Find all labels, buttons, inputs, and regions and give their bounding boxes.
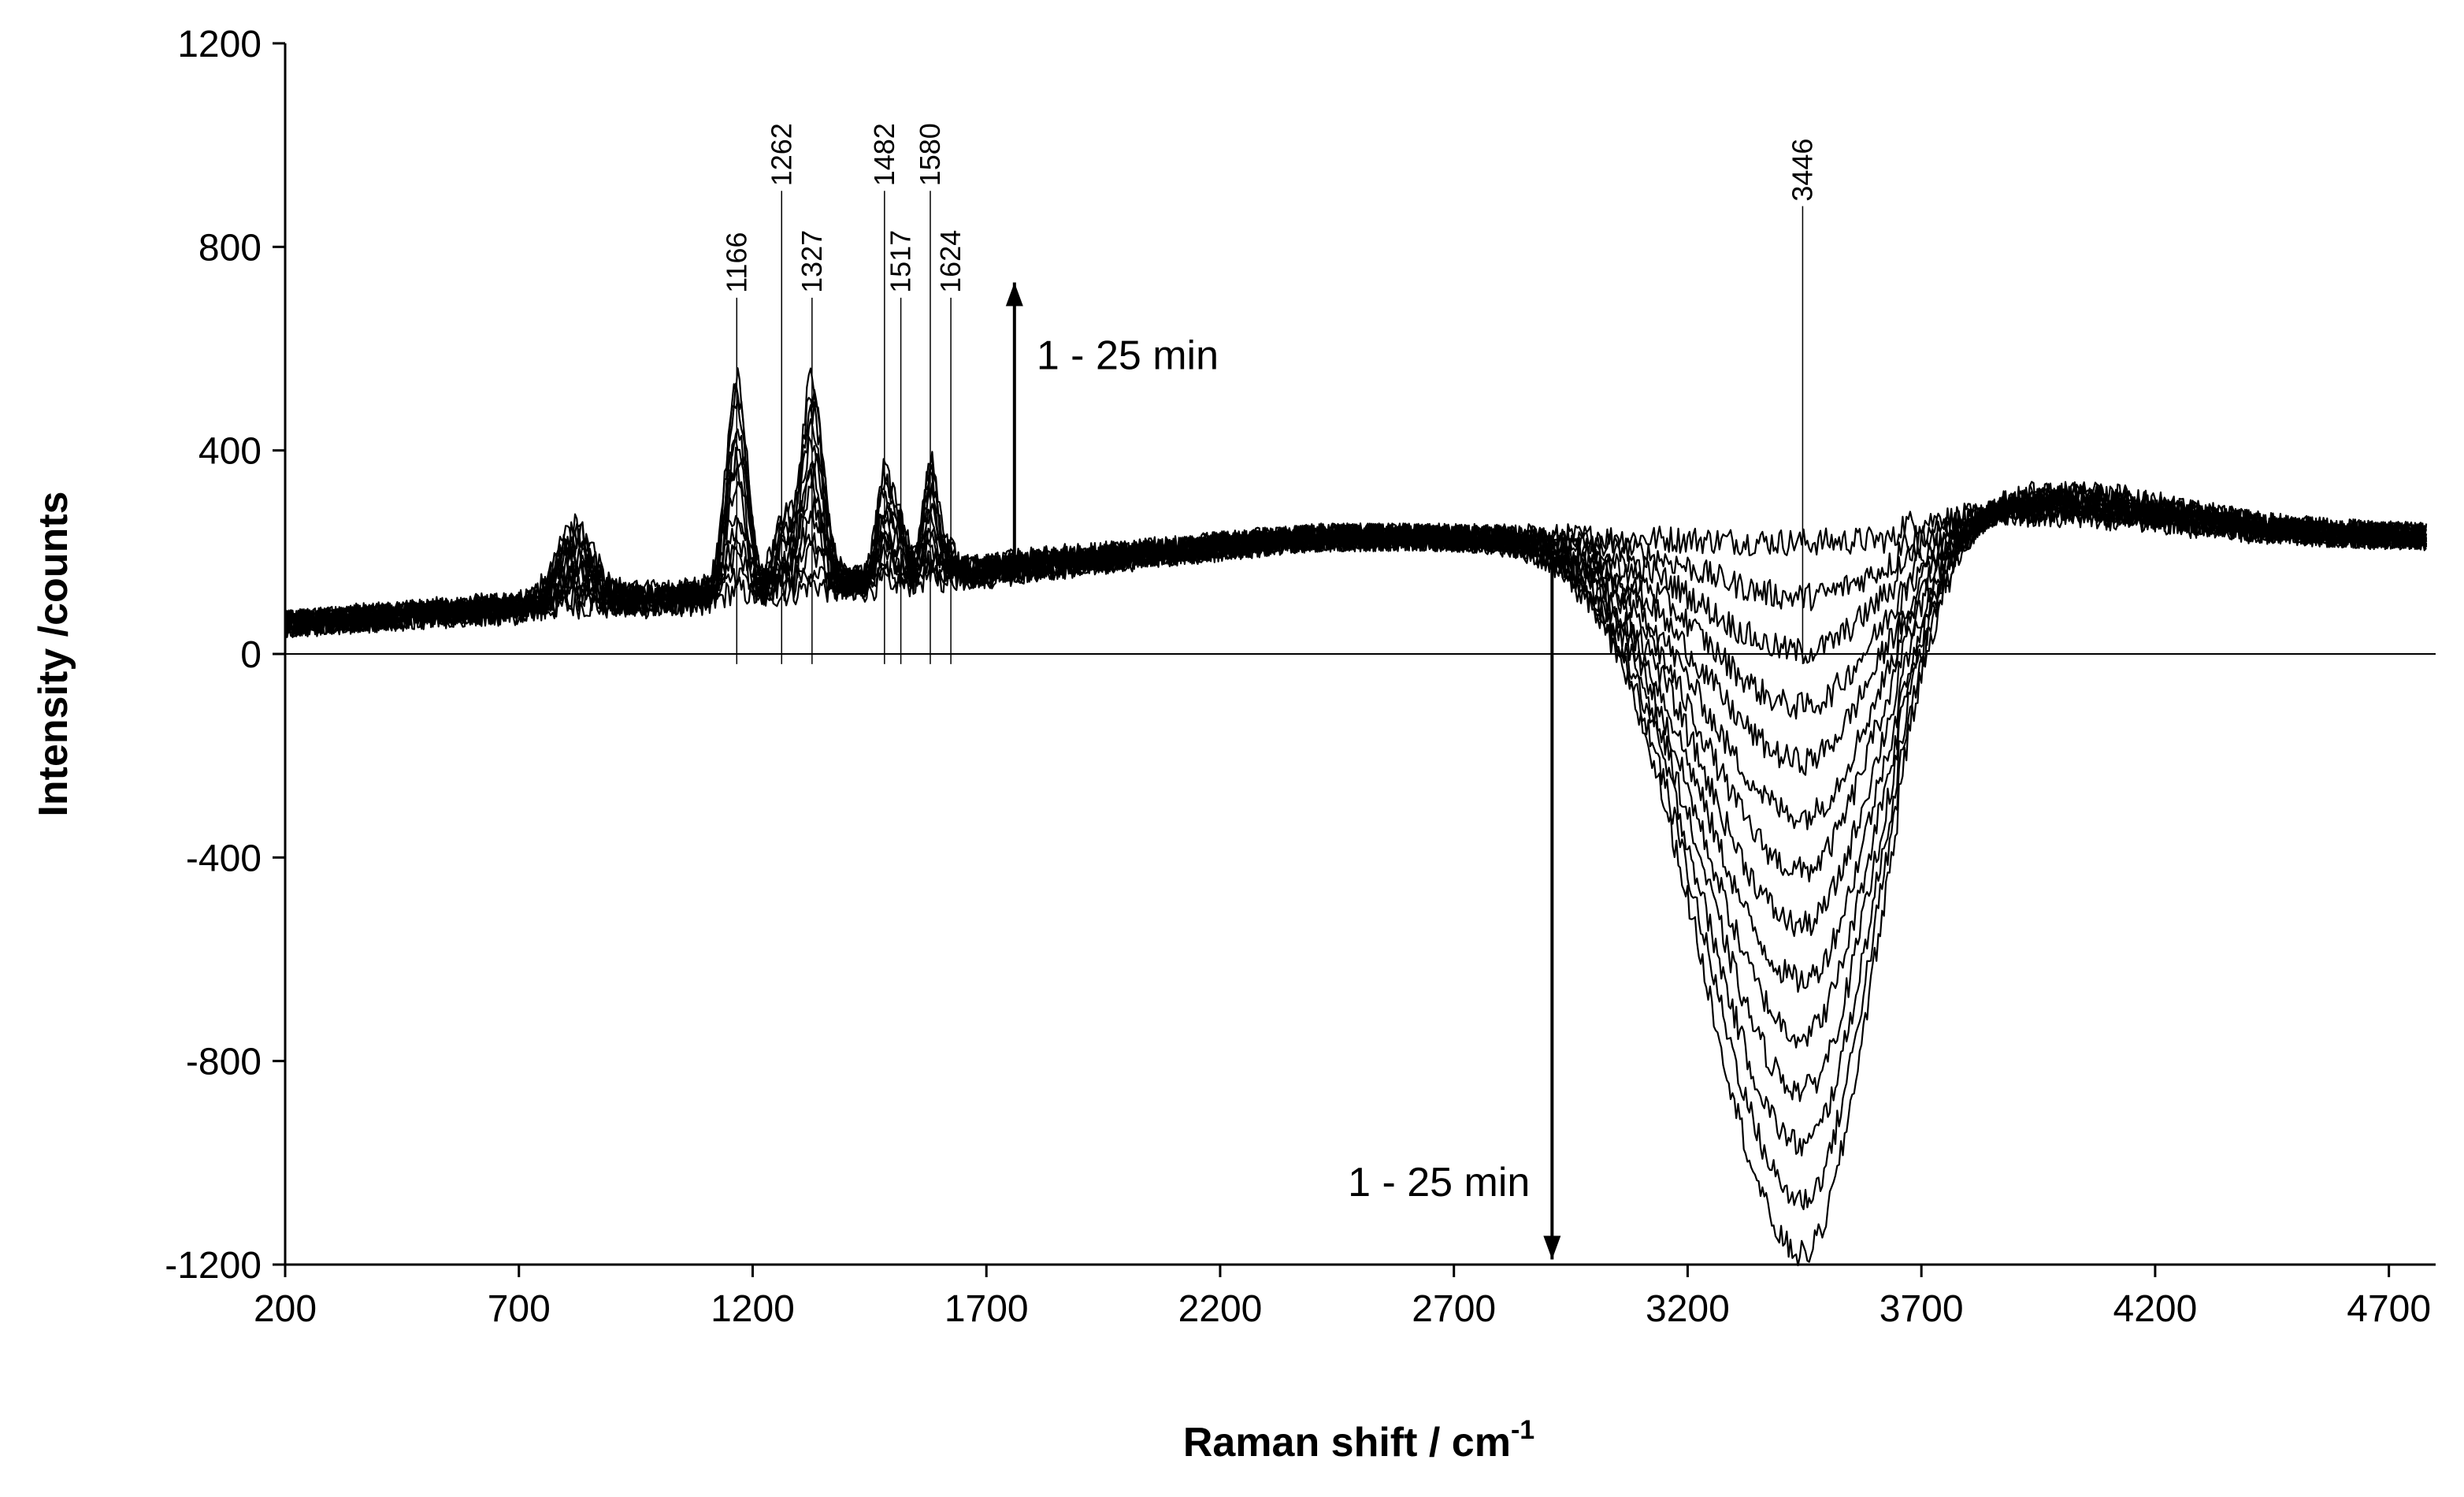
x-axis-label-superscript: -1 — [1511, 1415, 1534, 1445]
peak-label: 1482 — [868, 123, 900, 186]
time-arrow-label: 1 - 25 min — [1348, 1160, 1530, 1205]
peak-label: 1517 — [885, 230, 917, 293]
x-tick-label: 3700 — [1880, 1288, 1964, 1330]
y-tick-label: 800 — [199, 227, 262, 269]
peak-label: 1624 — [934, 230, 967, 293]
plot-area — [284, 367, 2428, 1267]
x-tick-label: 4700 — [2347, 1288, 2431, 1330]
x-tick-label: 4200 — [2113, 1288, 2198, 1330]
x-tick-label: 2200 — [1178, 1288, 1263, 1330]
peak-label: 1166 — [720, 232, 752, 292]
peak-label: 1327 — [796, 230, 828, 293]
y-tick-label: -800 — [186, 1042, 262, 1083]
axes: -1200 -800 -400 0 400 800 1200 200 700 1200 1700 22… — [165, 24, 2436, 1330]
spectrum-series-line — [284, 382, 2428, 1210]
x-tick-label: 1200 — [711, 1288, 795, 1330]
y-tick-label: -1200 — [165, 1245, 262, 1287]
x-tick-label: 200 — [254, 1288, 317, 1330]
y-tick-label: -400 — [186, 838, 262, 879]
time-arrow-head — [1005, 282, 1023, 306]
peak-label: 3446 — [1786, 139, 1818, 202]
peak-label: 1262 — [765, 123, 797, 186]
x-axis-label: Raman shift / cm-1 — [1183, 1415, 1534, 1465]
peak-label: 1580 — [914, 123, 946, 186]
x-tick-label: 2700 — [1412, 1288, 1496, 1330]
y-tick-label: 0 — [240, 634, 262, 676]
x-tick-label: 700 — [488, 1288, 551, 1330]
y-tick-label: 400 — [199, 431, 262, 473]
y-tick-label: 1200 — [177, 24, 262, 65]
x-axis-label-text: Raman shift / cm — [1183, 1420, 1511, 1465]
spectrum-series-line — [284, 367, 2428, 1267]
x-tick-label: 1700 — [944, 1288, 1029, 1330]
y-axis-label: Intensity /counts — [31, 491, 76, 816]
time-arrow-head — [1543, 1235, 1561, 1260]
time-arrow-label: 1 - 25 min — [1037, 332, 1219, 378]
x-tick-label: 3200 — [1646, 1288, 1730, 1330]
annotations: 1166 1262 1327 1482 1517 1580 1624 3446 1 - 25 m… — [720, 123, 1818, 1260]
